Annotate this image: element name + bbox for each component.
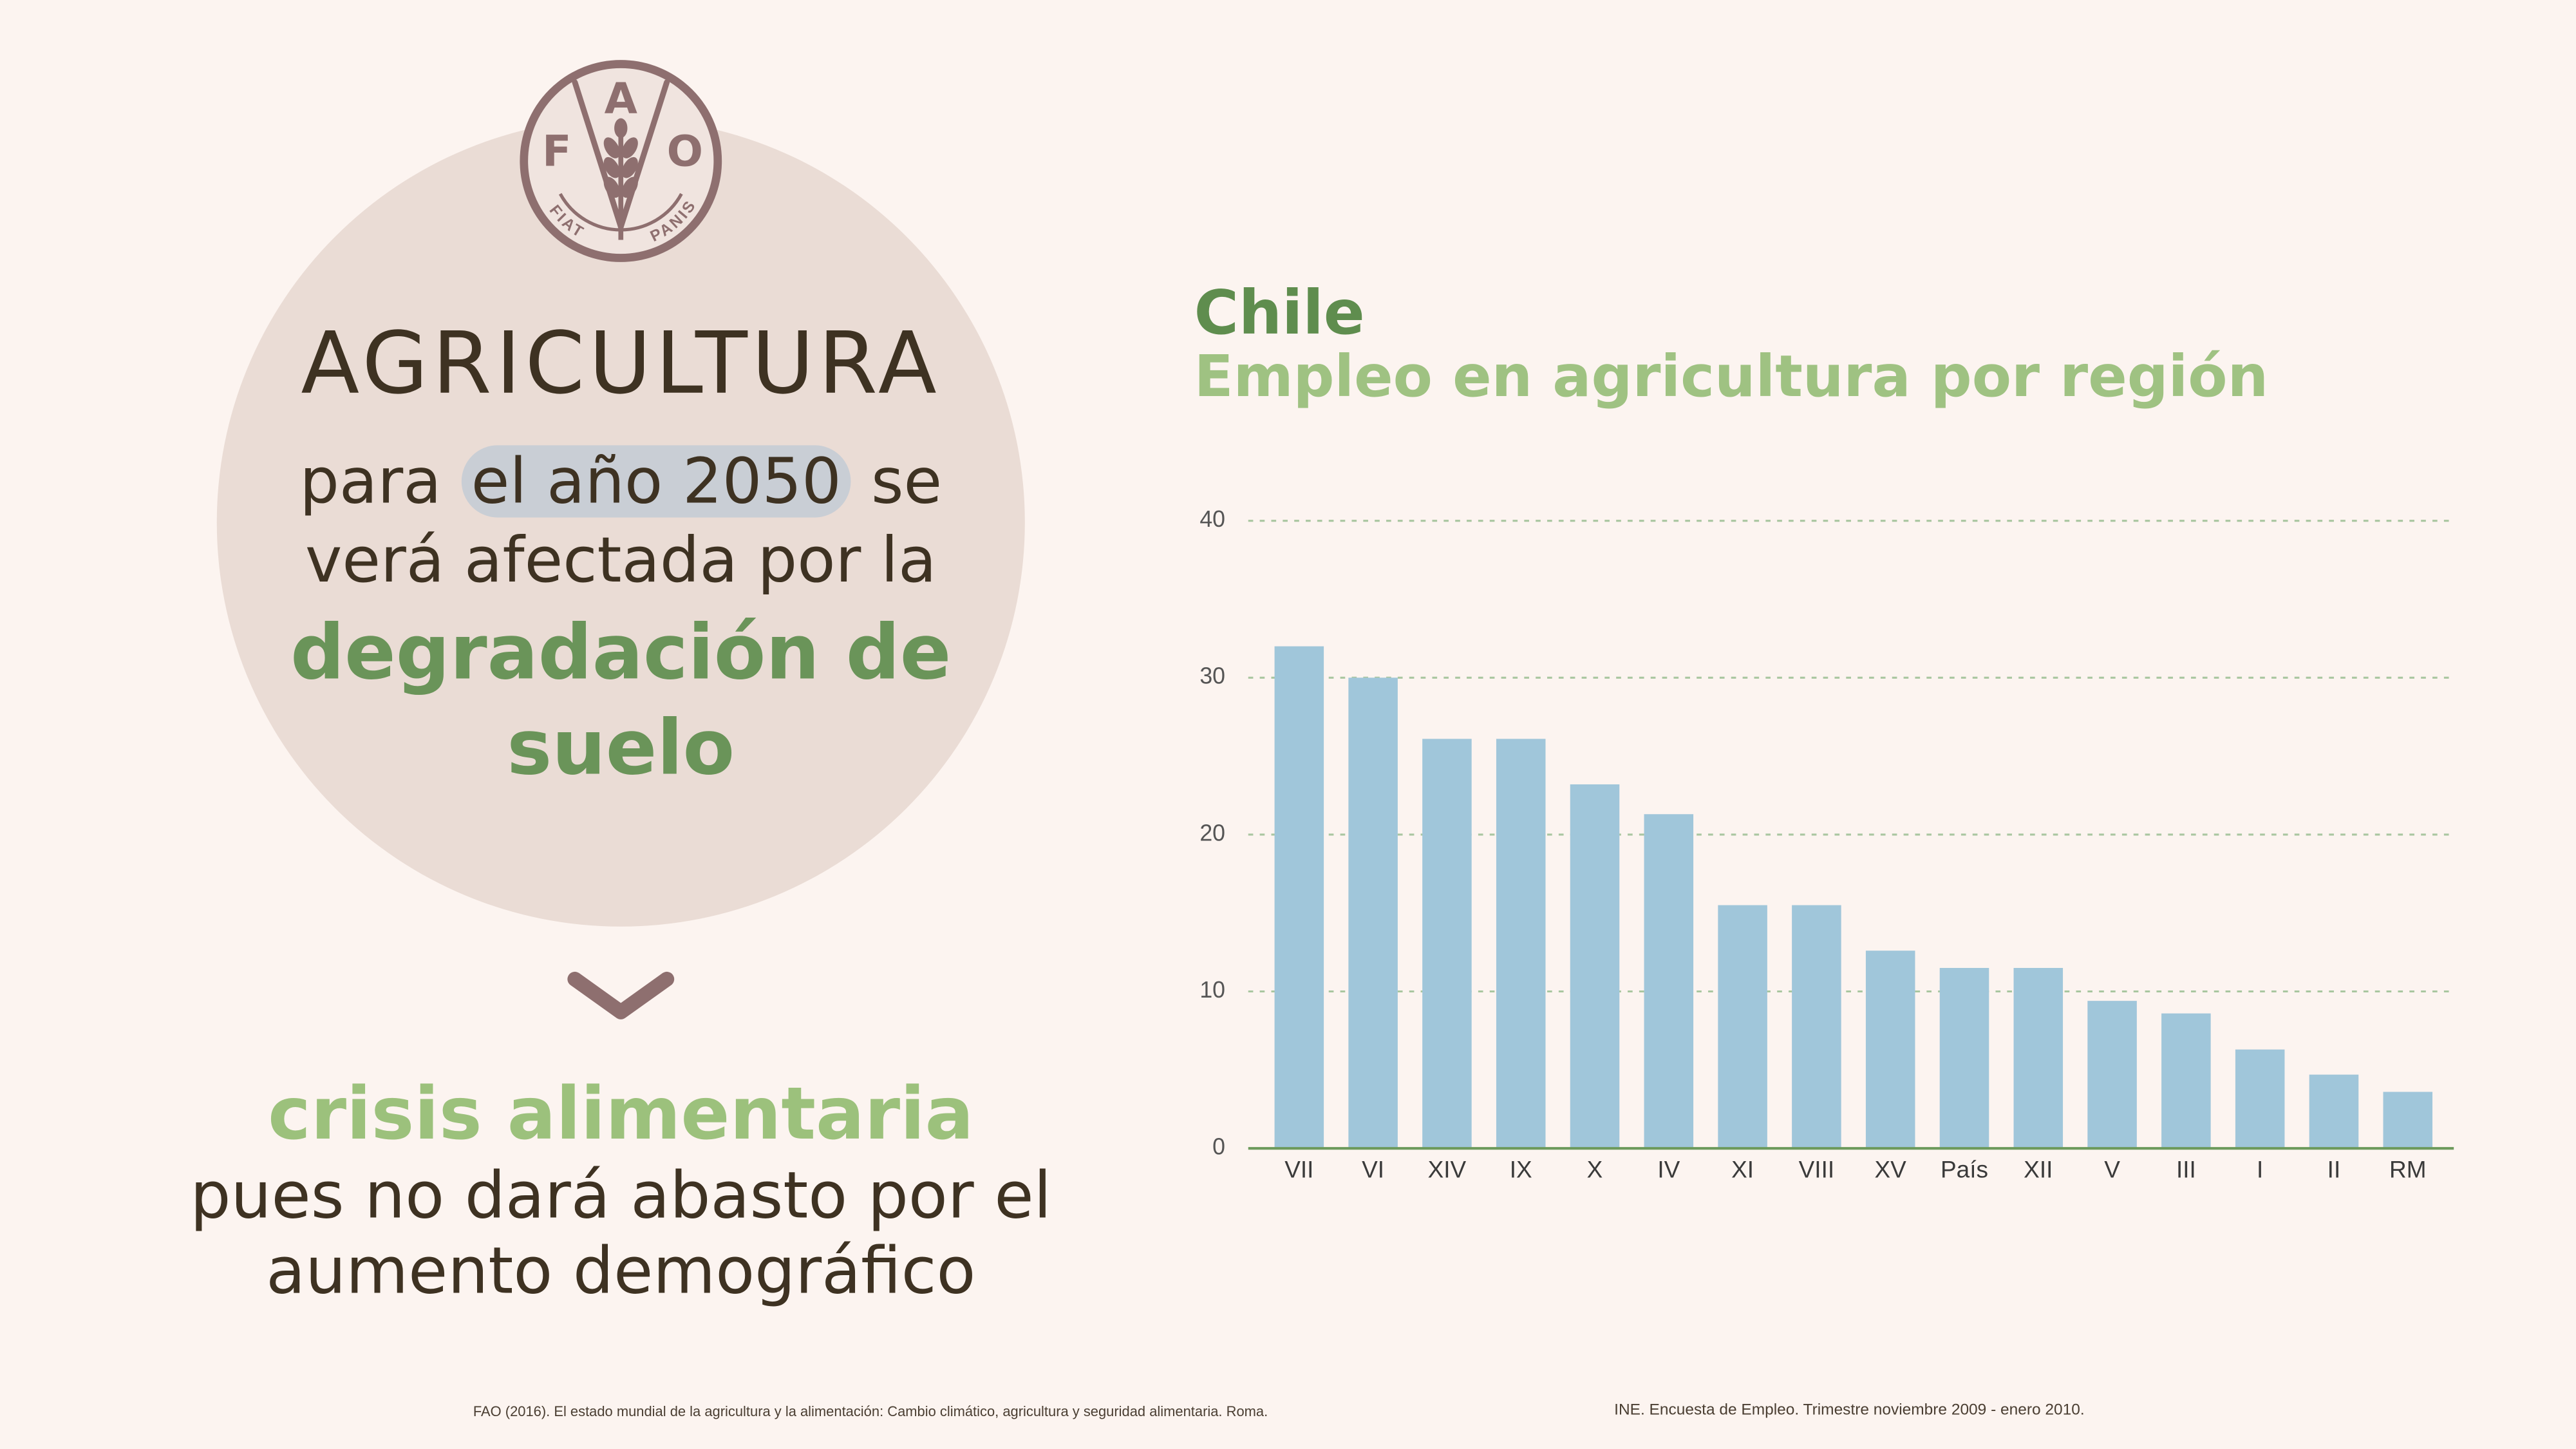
consequence-line-2: aumento demográfico xyxy=(266,1235,976,1310)
logo-letter-f: F xyxy=(542,126,571,176)
bar xyxy=(2383,1092,2433,1149)
bar xyxy=(1422,739,1472,1149)
x-tick-label: VIII xyxy=(1799,1157,1834,1183)
headline-line-1: para el año 2050 se xyxy=(128,445,1114,518)
consequence-line-1: pues no dará abasto por el xyxy=(190,1160,1052,1234)
emphasis-line-2: suelo xyxy=(507,703,735,792)
y-tick-label: 10 xyxy=(1199,977,1225,1003)
x-tick-label: I xyxy=(2257,1157,2263,1183)
bar xyxy=(1644,814,1694,1149)
bar xyxy=(1792,905,1841,1149)
y-tick-label: 40 xyxy=(1199,506,1225,532)
bar xyxy=(2087,1001,2137,1149)
bar xyxy=(1939,967,1989,1149)
x-tick-label: V xyxy=(2104,1157,2120,1183)
x-tick-label: IV xyxy=(1657,1157,1680,1183)
x-tick-label: II xyxy=(2327,1157,2341,1183)
chart-title: Chile xyxy=(1194,278,1365,348)
y-tick-label: 30 xyxy=(1199,663,1225,689)
bar xyxy=(2309,1074,2359,1149)
headline-line-1-end: se xyxy=(870,445,943,518)
wheat-icon xyxy=(572,79,670,240)
x-tick-label: IX xyxy=(1510,1157,1532,1183)
bar xyxy=(2235,1049,2285,1149)
bar xyxy=(1274,646,1324,1149)
fao-logo: F A O FIAT PANIS xyxy=(520,60,722,262)
headline-line-1-start: para xyxy=(299,445,442,518)
emphasis-line-1: degradación de xyxy=(290,607,952,697)
x-tick-label: RM xyxy=(2389,1157,2426,1183)
logo-letter-a: A xyxy=(605,73,637,124)
x-tick-label: III xyxy=(2176,1157,2196,1183)
year-highlight: el año 2050 xyxy=(461,445,852,518)
source-citation-ine: INE. Encuesta de Empleo. Trimestre novie… xyxy=(1614,1401,2085,1420)
x-tick-label: XIV xyxy=(1428,1157,1467,1183)
headline-title: AGRICULTURA xyxy=(301,315,941,414)
consequence-headline: crisis alimentaria xyxy=(268,1072,974,1157)
bar xyxy=(2161,1013,2211,1149)
y-tick-label: 0 xyxy=(1212,1134,1225,1160)
bar xyxy=(1570,784,1620,1149)
bar xyxy=(1496,739,1546,1149)
x-tick-label: VI xyxy=(1362,1157,1384,1183)
bar xyxy=(1865,951,1915,1149)
headline-line-2: verá afectada por la xyxy=(305,524,937,597)
chart-subtitle: Empleo en agricultura por región xyxy=(1194,345,2269,411)
x-tick-label: XV xyxy=(1875,1157,1907,1183)
bar xyxy=(2013,967,2064,1149)
x-tick-label: XII xyxy=(2024,1157,2053,1183)
x-tick-label: País xyxy=(1941,1157,1988,1183)
x-tick-label: X xyxy=(1587,1157,1603,1183)
y-tick-label: 20 xyxy=(1199,820,1225,846)
chevron-down-icon xyxy=(567,971,675,1019)
bar xyxy=(1718,905,1767,1149)
logo-letter-o: O xyxy=(667,126,703,176)
bar xyxy=(1348,677,1398,1149)
x-tick-label: XI xyxy=(1731,1157,1754,1183)
x-tick-label: VII xyxy=(1284,1157,1313,1183)
source-citation-fao: FAO (2016). El estado mundial de la agri… xyxy=(473,1403,1268,1420)
